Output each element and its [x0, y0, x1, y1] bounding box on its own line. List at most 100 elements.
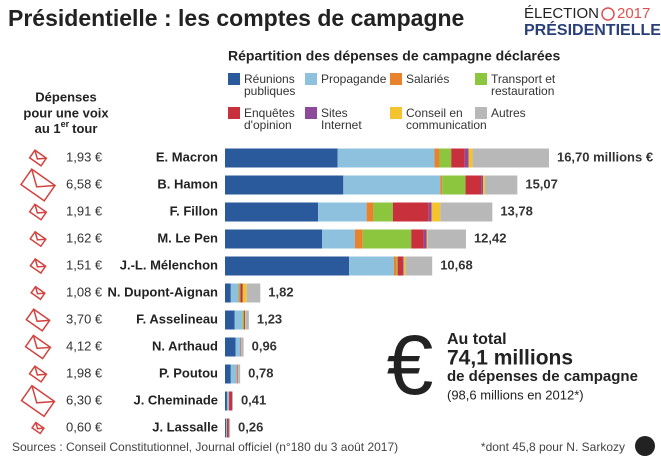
legend-swatch — [228, 73, 240, 85]
envelope-flap — [31, 385, 55, 404]
cost-label: 6,58 € — [66, 176, 103, 191]
envelope — [29, 257, 47, 275]
bar-segment — [238, 283, 240, 303]
total-label: 0,96 — [252, 338, 277, 353]
bar-segment — [225, 364, 231, 384]
total-label: 15,07 — [525, 176, 558, 191]
cost-header-suffix: tour — [72, 121, 97, 136]
bar-segment — [225, 418, 227, 438]
bar-segment — [431, 202, 441, 222]
envelope-flap — [32, 335, 51, 350]
bar-segment — [426, 229, 428, 249]
bar-segment — [343, 175, 441, 195]
envelope — [30, 285, 46, 301]
publisher-logo — [635, 436, 655, 456]
envelope-flap — [31, 168, 56, 188]
envelope — [25, 308, 51, 332]
legend-swatch — [390, 107, 402, 119]
bar-segment — [318, 202, 367, 222]
envelope-body — [28, 149, 48, 167]
legend-item: Autres — [475, 107, 565, 119]
bar-segment — [362, 229, 412, 249]
category-label: P. Poutou — [159, 365, 218, 380]
logo-year: 2017 — [617, 5, 650, 22]
envelope-body — [28, 365, 48, 383]
subtitle: Répartition des dépenses de campagne déc… — [228, 48, 560, 64]
bar-segment — [225, 256, 350, 276]
bar-segment — [472, 148, 549, 168]
cost-label: 0,60 € — [66, 419, 103, 434]
legend-item: Réunions publiques — [228, 72, 296, 98]
envelope-flap — [35, 422, 44, 430]
legend-item: Sites Internet — [305, 107, 385, 131]
bar-segment — [242, 310, 244, 330]
bar-segment — [226, 418, 229, 438]
total-label: 1,82 — [268, 284, 293, 299]
bar-segment — [244, 310, 246, 330]
legend-label: Enquêtes d'opinion — [244, 106, 295, 132]
legend-label: Sites Internet — [321, 106, 362, 132]
cost-header: Dépenses — [35, 89, 96, 104]
category-label: N. Arthaud — [152, 338, 218, 353]
bar-segment — [440, 175, 443, 195]
bar-segment — [241, 337, 244, 357]
total-label: 12,42 — [474, 230, 507, 245]
envelope — [28, 203, 48, 221]
total-note: (98,6 millions en 2012*) — [447, 387, 584, 402]
legend-item: Transport et restauration — [475, 73, 565, 97]
logo-line2: PRÉSIDENTIELLE — [524, 20, 661, 39]
envelope-body — [20, 384, 56, 418]
cost-header: pour une voix — [23, 105, 109, 120]
chart-title: Présidentielle : les comptes de campagne — [8, 5, 464, 31]
envelope-flap — [34, 231, 46, 241]
total-amount: 74,1 millions — [447, 347, 573, 370]
bar-segment — [465, 175, 482, 195]
bar-segment — [225, 229, 322, 249]
envelope-flap — [34, 150, 47, 160]
envelope — [19, 168, 57, 202]
bar-segment — [483, 175, 485, 195]
legend-swatch — [305, 73, 317, 85]
envelope-body — [28, 203, 48, 221]
euro-icon: € — [387, 318, 434, 412]
bar-segment — [238, 364, 241, 384]
total-text: de dépenses de campagne — [447, 368, 638, 385]
envelope-flap — [34, 365, 47, 376]
bar-segment — [428, 202, 432, 222]
category-label: M. Le Pen — [157, 230, 218, 245]
bar-segment — [464, 148, 469, 168]
legend-item: Propagande — [305, 73, 386, 85]
category-label: F. Fillon — [170, 203, 218, 218]
bar-segment — [411, 229, 424, 249]
bar-segment — [235, 337, 241, 357]
bar-segment — [246, 283, 261, 303]
bar-segment — [225, 202, 319, 222]
bar-segment — [225, 148, 338, 168]
bar-segment — [225, 391, 227, 411]
legend-swatch — [305, 107, 317, 119]
envelope — [29, 230, 47, 248]
bar-segment — [349, 256, 394, 276]
legend-label: Réunions publiques — [244, 72, 296, 98]
bar-segment — [228, 418, 231, 438]
footnote: *dont 45,8 pour N. Sarkozy — [481, 440, 625, 454]
bar-segment — [239, 283, 241, 303]
cost-label: 1,08 € — [66, 284, 103, 299]
legend-item: Enquêtes d'opinion — [228, 106, 295, 132]
bar-segment — [230, 283, 239, 303]
bar-segment — [225, 418, 226, 438]
bar-segment — [225, 283, 231, 303]
bar-segment — [423, 229, 427, 249]
legend-label: Transport et restauration — [491, 72, 556, 98]
category-label: J.-L. Mélenchon — [120, 257, 218, 272]
bar-segment — [484, 175, 518, 195]
total-label: 13,78 — [500, 203, 533, 218]
bar-segment — [427, 229, 466, 249]
cost-header-prefix: au 1 — [35, 121, 61, 136]
total-label: 0,41 — [241, 392, 266, 407]
envelope — [24, 334, 52, 360]
bar-segment — [440, 202, 493, 222]
category-label: F. Asselineau — [136, 311, 218, 326]
legend-label: Autres — [491, 106, 526, 120]
